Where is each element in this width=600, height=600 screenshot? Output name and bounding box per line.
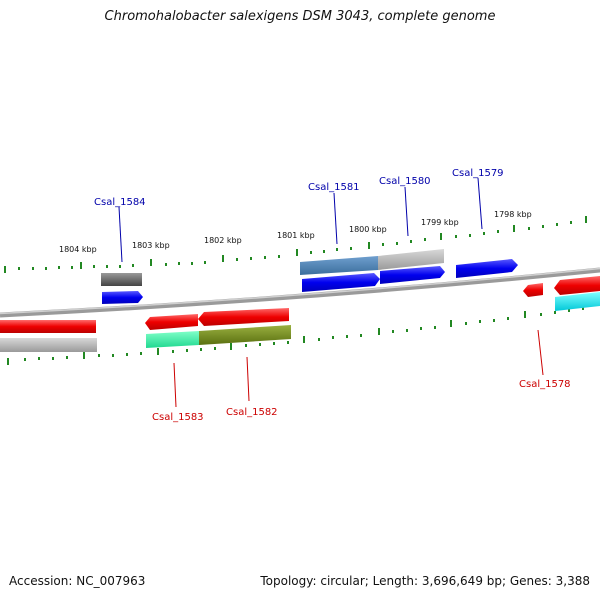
- genome-backbone-highlight: [0, 267, 600, 315]
- gene-feature[interactable]: [554, 276, 600, 295]
- gene-feature[interactable]: [0, 320, 96, 333]
- map-title: Chromohalobacter salexigens DSM 3043, co…: [104, 9, 496, 24]
- gene-label-csal-1579[interactable]: Csal_1579: [452, 168, 504, 179]
- genome-summary: Topology: circular; Length: 3,696,649 bp…: [260, 574, 590, 588]
- forward-features: [101, 249, 518, 304]
- gene-arrow-csal-1578[interactable]: [523, 283, 543, 297]
- genome-backbone: [0, 267, 600, 318]
- gene-label-csal-1583[interactable]: Csal_1583: [152, 412, 204, 423]
- gene-feature[interactable]: [378, 249, 444, 270]
- gene-feature[interactable]: [101, 273, 142, 286]
- gene-label-csal-1584[interactable]: Csal_1584: [94, 197, 146, 208]
- gene-label-csal-1578[interactable]: Csal_1578: [519, 379, 571, 390]
- gene-label-csal-1582[interactable]: Csal_1582: [226, 407, 278, 418]
- scale-label: 1804 kbp: [59, 245, 97, 254]
- gene-arrow-csal-1579[interactable]: [456, 259, 518, 278]
- accession-text: Accession: NC_007963: [9, 574, 146, 588]
- scale-label: 1802 kbp: [204, 236, 242, 245]
- scale-labels: 1804 kbp 1803 kbp 1802 kbp 1801 kbp 1800…: [59, 210, 532, 254]
- gene-feature[interactable]: [300, 256, 378, 275]
- gene-arrow-csal-1583[interactable]: [145, 314, 198, 330]
- reverse-features: [0, 276, 600, 352]
- gene-feature[interactable]: [0, 338, 97, 352]
- inner-ruler: [7, 307, 584, 365]
- scale-label: 1801 kbp: [277, 231, 315, 240]
- gene-arrow-csal-1581[interactable]: [302, 273, 380, 292]
- outer-ruler: [4, 216, 587, 273]
- gene-leaders: [118, 177, 544, 408]
- scale-label: 1799 kbp: [421, 218, 459, 227]
- gene-label-csal-1580[interactable]: Csal_1580: [379, 176, 431, 187]
- gene-feature[interactable]: [555, 292, 600, 311]
- gene-arrow-csal-1584[interactable]: [102, 291, 143, 304]
- gene-labels: Csal_1584 Csal_1581 Csal_1580 Csal_1579 …: [94, 168, 571, 423]
- gene-label-csal-1581[interactable]: Csal_1581: [308, 182, 360, 193]
- scale-label: 1803 kbp: [132, 241, 170, 250]
- gene-arrow-csal-1580[interactable]: [380, 266, 445, 284]
- gene-feature[interactable]: [146, 331, 199, 348]
- gene-arrow-csal-1582[interactable]: [198, 308, 289, 326]
- scale-label: 1800 kbp: [349, 225, 387, 234]
- scale-label: 1798 kbp: [494, 210, 532, 219]
- gene-feature[interactable]: [199, 325, 291, 345]
